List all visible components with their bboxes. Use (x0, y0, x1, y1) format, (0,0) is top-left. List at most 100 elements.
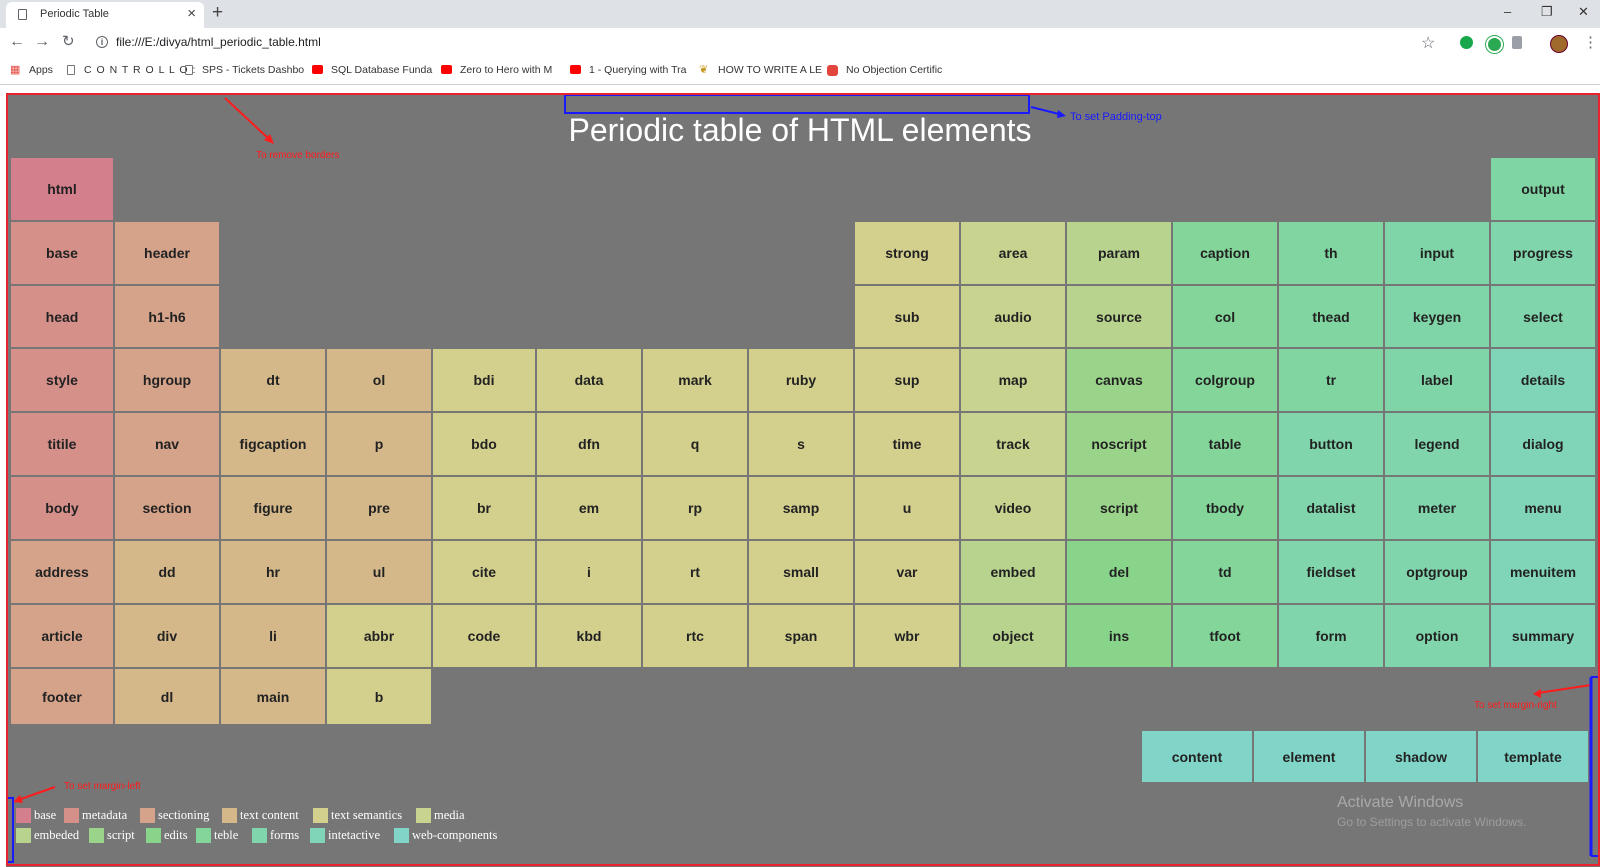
browser-toolbar: ← → ↻ i file:///E:/divya/html_periodic_t… (0, 28, 1600, 58)
bookmark-sql-database[interactable]: SQL Database Funda (331, 64, 433, 76)
element-cell-head: head (10, 285, 114, 348)
reload-icon[interactable]: ↻ (62, 33, 75, 50)
address-bar[interactable]: file:///E:/divya/html_periodic_table.htm… (116, 35, 321, 49)
bookmark-star-icon[interactable]: ☆ (1421, 35, 1436, 52)
browser-tab[interactable]: Periodic Table × (6, 2, 204, 28)
margin-left-note: To set margin-left (64, 781, 141, 792)
element-cell-tr: tr (1278, 348, 1384, 412)
bookmark-sps-tickets[interactable]: SPS - Tickets Dashbo (202, 64, 305, 76)
element-cell-dt: dt (220, 348, 326, 412)
youtube-icon (441, 65, 452, 74)
legend-swatch-metadata (64, 808, 79, 823)
grammarly-icon[interactable] (1486, 36, 1503, 53)
legend-swatch-text-semantics (313, 808, 328, 823)
restore-button[interactable]: ❐ (1541, 4, 1553, 19)
extension-icon[interactable] (1460, 36, 1473, 49)
bookmark-no-objection[interactable]: No Objection Certific (846, 64, 943, 76)
element-cell-shadow: shadow (1365, 730, 1477, 783)
bookmark-querying[interactable]: 1 - Querying with Tra (589, 64, 687, 76)
bookmark-apps[interactable]: Apps (29, 64, 53, 76)
element-cell-form: form (1278, 604, 1384, 668)
element-cell-nav: nav (114, 412, 220, 476)
element-cell-var: var (854, 540, 960, 604)
bookmark-how-to-write[interactable]: HOW TO WRITE A LE (718, 64, 823, 76)
element-cell-html: html (10, 157, 114, 221)
forward-arrow-icon[interactable]: → (34, 33, 50, 50)
new-tab-button[interactable]: + (212, 2, 224, 23)
youtube-icon (570, 65, 581, 74)
element-cell-ins: ins (1066, 604, 1172, 668)
menu-kebab-icon[interactable]: ⋮ (1583, 34, 1598, 51)
tab-title: Periodic Table (40, 8, 109, 20)
element-cell-menuitem: menuitem (1490, 540, 1596, 604)
bookmark-site-icon (827, 65, 838, 76)
apps-grid-icon: ▦ (10, 64, 21, 76)
element-cell-hgroup: hgroup (114, 348, 220, 412)
element-cell-article: article (10, 604, 114, 668)
element-cell-progress: progress (1490, 221, 1596, 285)
element-cell-rp: rp (642, 476, 748, 540)
element-cell-small: small (748, 540, 854, 604)
bookmark-zero-to-hero[interactable]: Zero to Hero with M (460, 64, 553, 76)
element-cell-ul: ul (326, 540, 432, 604)
minimize-button[interactable]: – (1504, 4, 1512, 19)
page-icon (18, 9, 27, 20)
element-cell-optgroup: optgroup (1384, 540, 1490, 604)
element-cell-mark: mark (642, 348, 748, 412)
legend-label-script: script (107, 828, 135, 842)
close-window-button[interactable]: ✕ (1578, 4, 1589, 19)
profile-avatar[interactable] (1550, 35, 1568, 53)
element-cell-details: details (1490, 348, 1596, 412)
legend-swatch-forms (252, 828, 267, 843)
bookmark-controllo[interactable]: C O N T R O L L O : (84, 64, 197, 76)
element-cell-fieldset: fieldset (1278, 540, 1384, 604)
element-cell-wbr: wbr (854, 604, 960, 668)
page-icon (185, 65, 193, 75)
legend-label-text-content: text content (240, 808, 299, 822)
element-cell-samp: samp (748, 476, 854, 540)
activation-watermark-text: Go to Settings to activate Windows. (1337, 815, 1527, 829)
element-cell-del: del (1066, 540, 1172, 604)
element-cell-s: s (748, 412, 854, 476)
element-cell-abbr: abbr (326, 604, 432, 668)
remove-borders-note: To remove borders (256, 150, 340, 161)
element-cell-table: table (1172, 412, 1278, 476)
element-cell-map: map (960, 348, 1066, 412)
element-cell-figure: figure (220, 476, 326, 540)
element-cell-rtc: rtc (642, 604, 748, 668)
legend-label-text-semantics: text semantics (331, 808, 403, 822)
element-cell-u: u (854, 476, 960, 540)
element-cell-track: track (960, 412, 1066, 476)
element-cell-td: td (1172, 540, 1278, 604)
element-cell-caption: caption (1172, 221, 1278, 285)
element-cell-bdo: bdo (432, 412, 536, 476)
margin-right-note: To set margin-right (1474, 700, 1557, 711)
element-cell-hr: hr (220, 540, 326, 604)
close-tab-icon[interactable]: × (187, 5, 196, 22)
legend-label-intetactive: intetactive (328, 828, 381, 842)
element-cell-embed: embed (960, 540, 1066, 604)
legend-swatch-text-content (222, 808, 237, 823)
page-title: Periodic table of HTML elements (568, 112, 1032, 148)
legend-label-teble: teble (214, 828, 239, 842)
element-cell-meter: meter (1384, 476, 1490, 540)
legend-label-embeded: embeded (34, 828, 80, 842)
element-cell-rt: rt (642, 540, 748, 604)
element-cell-content: content (1141, 730, 1253, 783)
legend-swatch-base (16, 808, 31, 823)
element-cell-datalist: datalist (1278, 476, 1384, 540)
back-arrow-icon[interactable]: ← (9, 33, 25, 50)
element-cell-main: main (220, 668, 326, 725)
element-cell-source: source (1066, 285, 1172, 348)
info-icon[interactable]: i (96, 36, 108, 48)
legend-swatch-teble (196, 828, 211, 843)
page-icon (67, 65, 75, 75)
legend-label-forms: forms (270, 828, 300, 842)
legend-swatch-embeded (16, 828, 31, 843)
element-cell-div: div (114, 604, 220, 668)
element-cell-keygen: keygen (1384, 285, 1490, 348)
element-cell-noscript: noscript (1066, 412, 1172, 476)
extension-filter-icon[interactable] (1512, 36, 1522, 49)
element-cell-audio: audio (960, 285, 1066, 348)
legend-label-media: media (434, 808, 465, 822)
